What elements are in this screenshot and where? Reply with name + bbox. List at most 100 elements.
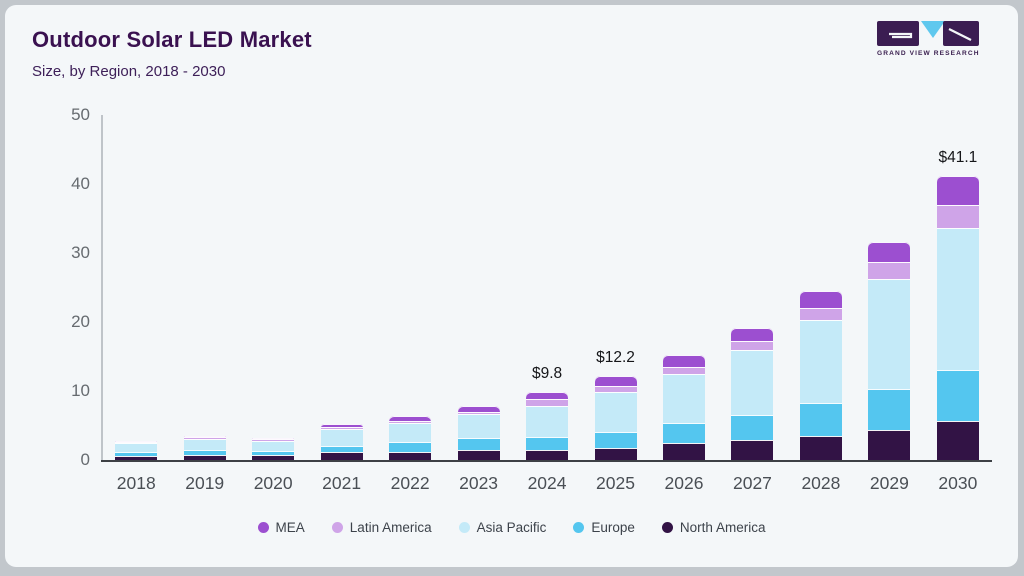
bar-column-2024: $9.8 2024 [513, 115, 581, 493]
legend-item-asia-pacific: Asia Pacific [458, 520, 547, 535]
bar-segment-latin-america [389, 421, 432, 424]
bar-segment-asia-pacific [320, 428, 363, 446]
bar-segment-mea [183, 435, 226, 438]
legend-label: North America [679, 520, 766, 535]
legend-item-mea: MEA [257, 520, 305, 535]
chart-card: Outdoor Solar LED Market Size, by Region… [5, 5, 1018, 567]
bar-column-2020: 2020 [239, 115, 307, 493]
y-tick-label: 10 [71, 381, 90, 400]
bar-segment-europe [526, 437, 569, 451]
bar-segment-asia-pacific [799, 319, 842, 404]
x-axis-line [101, 460, 992, 462]
bar-stack [594, 375, 637, 460]
bar-column-2023: 2023 [444, 115, 512, 493]
legend-dot-icon [257, 522, 269, 533]
bar-segment-asia-pacific [594, 391, 637, 433]
bar-segment-asia-pacific [868, 279, 911, 389]
x-tick-label: 2024 [527, 473, 567, 493]
bar-column-2025: $12.2 2025 [581, 115, 649, 493]
brand-logo: GRAND VIEW RESEARCH [877, 21, 979, 57]
bar-segment-asia-pacific [252, 440, 295, 452]
bar-segment-latin-america [799, 307, 842, 320]
bar-segment-asia-pacific [936, 228, 979, 371]
bar-segment-latin-america [662, 366, 705, 375]
x-tick-label: 2021 [322, 473, 362, 493]
bar-segment-latin-america [457, 411, 500, 414]
legend-dot-icon [661, 522, 673, 533]
bar-segment-europe [731, 415, 774, 440]
legend-label: MEA [275, 520, 305, 535]
x-tick-label: 2028 [801, 473, 841, 493]
bar-column-2022: 2022 [376, 115, 444, 493]
bar-segment-north-america [662, 443, 705, 460]
x-tick-label: 2030 [938, 473, 978, 493]
bar-segment-north-america [183, 454, 226, 460]
brand-name: GRAND VIEW RESEARCH [877, 50, 980, 57]
x-tick-label: 2023 [459, 473, 499, 493]
bar-stack [662, 355, 705, 460]
legend-item-latin-america: Latin America [331, 520, 432, 535]
bar-value-label: $9.8 [531, 365, 563, 383]
x-tick-label: 2025 [596, 473, 635, 493]
bar-stack [457, 405, 500, 460]
bar-segment-north-america [115, 455, 158, 460]
bar-segment-north-america [594, 447, 637, 460]
bar-segment-latin-america [936, 205, 979, 229]
bar-segment-latin-america [183, 437, 226, 439]
bar-segment-north-america [320, 452, 363, 460]
bar-segment-north-america [799, 435, 842, 460]
y-tick-label: 0 [80, 450, 90, 469]
bar-segment-mea [320, 424, 363, 427]
bar-segment-mea [936, 176, 979, 206]
x-tick-label: 2019 [185, 473, 225, 493]
bar-segment-latin-america [594, 385, 637, 392]
bar-segment-asia-pacific [457, 413, 500, 438]
gvr-logo-icon [877, 21, 979, 46]
bar-stack [183, 435, 226, 460]
bar-segment-mea [457, 405, 500, 412]
legend-dot-icon [331, 522, 343, 533]
x-tick-label: 2026 [664, 473, 704, 493]
bar-segment-mea [799, 291, 842, 308]
bar-segment-europe [457, 437, 500, 451]
bar-column-2029: 2029 [855, 115, 923, 493]
bar-segment-latin-america [252, 439, 295, 441]
bar-segment-europe [389, 442, 432, 453]
bar-segment-asia-pacific [662, 374, 705, 424]
bar-segment-europe [662, 423, 705, 444]
page-subtitle: Size, by Region, 2018 - 2030 [32, 63, 226, 80]
y-tick-label: 50 [71, 105, 90, 124]
bar-segment-europe [252, 451, 295, 456]
bar-segment-europe [115, 452, 158, 456]
bar-segment-europe [320, 445, 363, 453]
x-tick-label: 2029 [869, 473, 909, 493]
bar-segment-asia-pacific [389, 423, 432, 443]
legend-label: Asia Pacific [476, 520, 547, 535]
bar-stack [115, 440, 158, 460]
bar-segment-north-america [252, 455, 295, 460]
bar-segment-north-america [936, 421, 979, 460]
legend-label: Europe [591, 520, 635, 535]
bar-segment-asia-pacific [731, 349, 774, 416]
x-tick-label: 2027 [732, 473, 772, 493]
bar-column-2018: 2018 [102, 115, 170, 493]
bar-segment-mea [115, 440, 158, 442]
legend: MEA Latin America Asia Pacific Europe North … [5, 520, 1018, 535]
bar-column-2027: 2027 [718, 115, 786, 493]
bar-segment-mea [731, 327, 774, 341]
bar-segment-north-america [868, 429, 911, 460]
y-tick-label: 30 [71, 243, 90, 262]
bar-segment-mea [389, 415, 432, 422]
bar-column-2021: 2021 [307, 115, 375, 493]
legend-item-europe: Europe [573, 520, 635, 535]
bar-column-2028: 2028 [787, 115, 855, 493]
bar-segment-north-america [389, 452, 432, 460]
bar-stack [389, 415, 432, 460]
y-axis-line [101, 115, 103, 460]
bar-segment-europe [868, 388, 911, 430]
bar-segment-latin-america [868, 261, 911, 280]
bar-value-label: $12.2 [596, 348, 635, 366]
bar-segment-mea [594, 375, 637, 386]
legend-dot-icon [458, 522, 470, 533]
bar-value-label: $41.1 [938, 149, 978, 167]
